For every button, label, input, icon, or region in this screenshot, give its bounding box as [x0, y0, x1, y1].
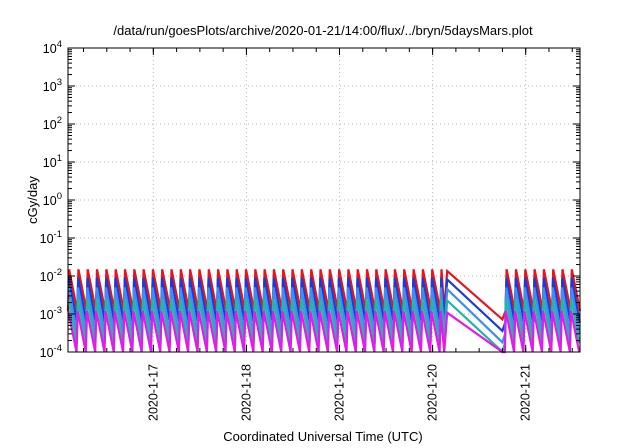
y-tick-label: 100 — [43, 191, 62, 208]
series-group — [66, 268, 582, 354]
x-tick-labels: 2020-1-17 2020-1-18 2020-1-19 2020-1-20 2020… — [146, 364, 532, 421]
series-line — [67, 298, 581, 354]
series-line — [67, 277, 581, 333]
x-tick-label: 2020-1-17 — [146, 364, 160, 421]
y-axis-label: cGy/day — [25, 176, 40, 224]
x-tick-label: 2020-1-20 — [426, 364, 440, 421]
y-tick-label: 10-4 — [40, 343, 62, 360]
x-tick-label: 2020-1-18 — [239, 364, 253, 421]
chart-title: /data/run/goesPlots/archive/2020-01-21/1… — [113, 23, 533, 38]
x-axis-label: Coordinated Universal Time (UTC) — [223, 429, 422, 444]
y-tick-label: 101 — [43, 153, 62, 170]
y-tick-label: 10-1 — [40, 229, 62, 246]
y-tick-label: 102 — [43, 115, 62, 132]
y-tick-label: 10-3 — [40, 305, 62, 322]
y-tick-label: 104 — [43, 39, 62, 56]
x-tick-label: 2020-1-19 — [333, 364, 347, 421]
y-tick-label: 10-2 — [40, 267, 62, 284]
y-tick-label: 103 — [43, 77, 62, 94]
axis-ticks — [68, 47, 580, 353]
x-tick-label: 2020-1-21 — [519, 364, 533, 421]
y-tick-labels: 10-4 10-3 10-2 10-1 100 101 102 103 104 — [40, 39, 62, 360]
series-line — [67, 286, 581, 345]
